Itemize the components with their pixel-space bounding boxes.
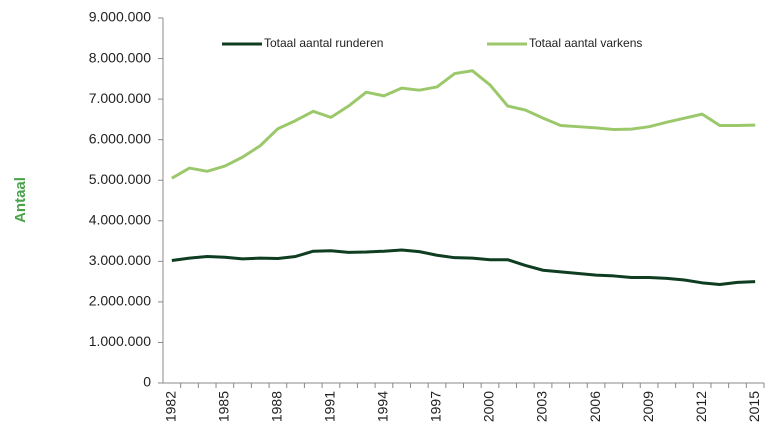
y-tick-label: 5.000.000 [89,171,151,187]
y-tick-label: 6.000.000 [89,130,151,146]
x-tick-label: 1991 [322,391,338,422]
x-tick-label: 2009 [640,391,656,422]
x-tick-label: 1988 [269,391,285,422]
y-tick-label: 3.000.000 [89,252,151,268]
legend-label: Totaal aantal runderen [264,36,383,50]
y-tick-label: 1.000.000 [89,333,151,349]
x-tick-label: 1994 [375,391,391,422]
legend-label: Totaal aantal varkens [529,36,642,50]
y-tick-label: 7.000.000 [89,90,151,106]
x-tick-label: 2006 [587,391,603,422]
y-tick-label: 4.000.000 [89,211,151,227]
x-tick-label: 1985 [216,391,232,422]
series-line [171,69,756,180]
x-tick-label: 1982 [163,391,179,422]
y-axis-label: Antaal [12,177,29,223]
x-tick-label: 1997 [428,391,444,422]
x-tick-label: 2012 [693,391,709,422]
y-tick-label: 8.000.000 [89,49,151,65]
series-line [171,248,756,286]
y-tick-label: 0 [143,374,151,390]
x-tick-label: 2000 [481,391,497,422]
y-tick-label: 2.000.000 [89,293,151,309]
x-tick-label: 2003 [534,391,550,422]
y-tick-label: 9.000.000 [89,9,151,25]
x-tick-label: 2015 [746,391,762,422]
